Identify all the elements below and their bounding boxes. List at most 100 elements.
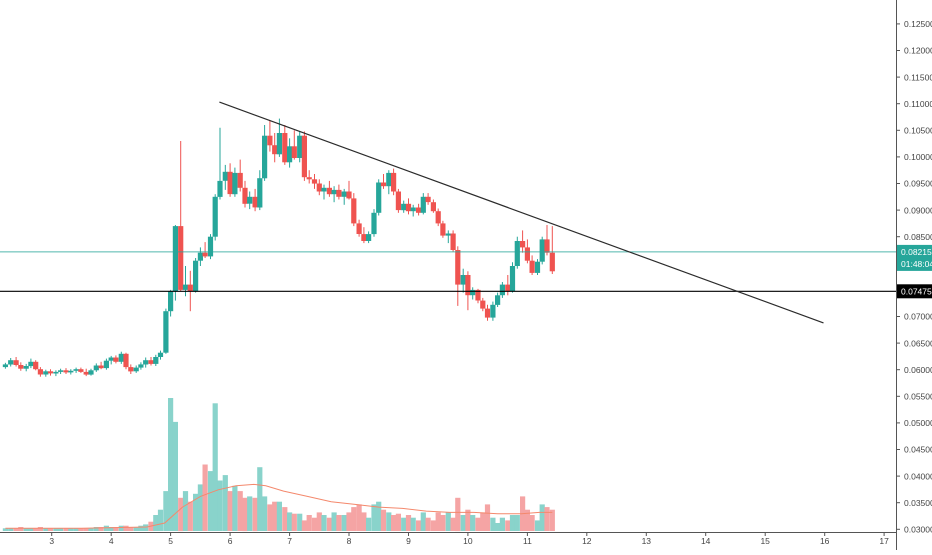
candle-up [341,188,347,205]
candle-body [420,196,426,213]
volume-bar [509,515,516,531]
volume-bar [297,513,303,531]
volume-bar [28,528,34,531]
price-tick-label: 0.03000 [904,525,932,535]
candle-down [33,360,39,371]
volume-ma-layer [5,483,553,529]
candle-down [346,180,352,200]
candle-up [157,350,164,360]
candle-body [282,133,288,163]
candle-body [356,223,362,234]
volume-bar [157,509,164,531]
volume-bar [287,512,293,531]
candle-body [376,182,382,213]
volume-bar [534,520,541,531]
time-tick-label: 5 [168,536,173,546]
candle-up [321,184,327,200]
candle-body [128,367,134,372]
candle-down [98,361,104,370]
volume-bar [420,512,426,531]
candle-body [217,180,223,197]
candle-down [395,188,401,213]
volume-bar [524,509,530,531]
candle-body [306,177,312,180]
volume-bar [380,509,387,531]
candle-body [227,171,233,195]
candle-body [78,369,84,372]
volume-bar [371,504,377,531]
candle-body [148,360,154,364]
candle-down [435,208,441,227]
volume-bar [123,525,129,531]
price-tick-label: 0.09500 [904,179,932,189]
candle-up [207,234,214,260]
volume-bar [395,513,401,531]
price-tick-label: 0.10500 [904,126,932,136]
candle-down [123,352,129,370]
candle-down [237,159,243,192]
price-tick-label: 0.06500 [904,338,932,348]
volume-bar [425,517,431,531]
price-tick-label: 0.10000 [904,152,932,162]
candle-down [326,180,332,197]
candle-body [351,198,357,224]
candle-body [33,361,39,370]
candle-down [529,255,535,275]
volume-bar [13,528,19,531]
candle-up [222,164,228,190]
candle-body [28,361,34,367]
candle-up [172,225,178,301]
volume-bar [386,512,392,531]
candle-body [276,133,282,155]
candle-body [529,260,535,273]
volume-bar [495,523,501,531]
candle-body [539,239,545,262]
candle-body [168,291,174,312]
candle-up [103,358,109,370]
volume-bar [549,509,555,531]
candle-up [168,289,174,317]
volume-bar [435,512,441,531]
candle-up [490,301,496,321]
volume-bar [331,512,337,531]
candle-body [207,236,214,257]
volume-bar [93,527,99,531]
candle-down [267,120,273,152]
candle-down [252,188,258,212]
candle-up [118,351,124,364]
candle-body [123,353,129,368]
candle-body [178,226,184,290]
candle-body [331,189,337,195]
trendline[interactable] [219,101,824,324]
candle-body [430,202,436,212]
candle-down [430,199,436,213]
volume-bar [237,491,243,531]
candle-body [520,241,526,248]
volume-bar [133,527,139,531]
price-tick-label: 0.08500 [904,232,932,242]
candle-down [544,225,550,256]
candle-body [187,284,193,291]
candle-body [509,266,516,291]
volume-bar [262,496,268,531]
candle-body [450,233,456,250]
candle-up [297,131,303,163]
volume-bar [405,515,412,531]
volume-bar [252,497,258,532]
volume-bar [267,504,273,531]
time-tick-label: 17 [879,536,889,546]
candle-down [148,357,154,366]
time-tick-label: 16 [820,536,830,546]
candle-body [23,366,29,369]
volume-bar [376,501,382,531]
volume-bar [272,501,278,531]
candle-up [68,369,74,375]
candle-down [480,297,486,312]
candle-body [366,234,372,241]
candle-up [257,170,263,211]
candle-up [514,236,520,269]
volume-bar [222,475,228,531]
candle-body [133,367,139,372]
candle-down [242,180,248,208]
candle-body [272,145,278,155]
